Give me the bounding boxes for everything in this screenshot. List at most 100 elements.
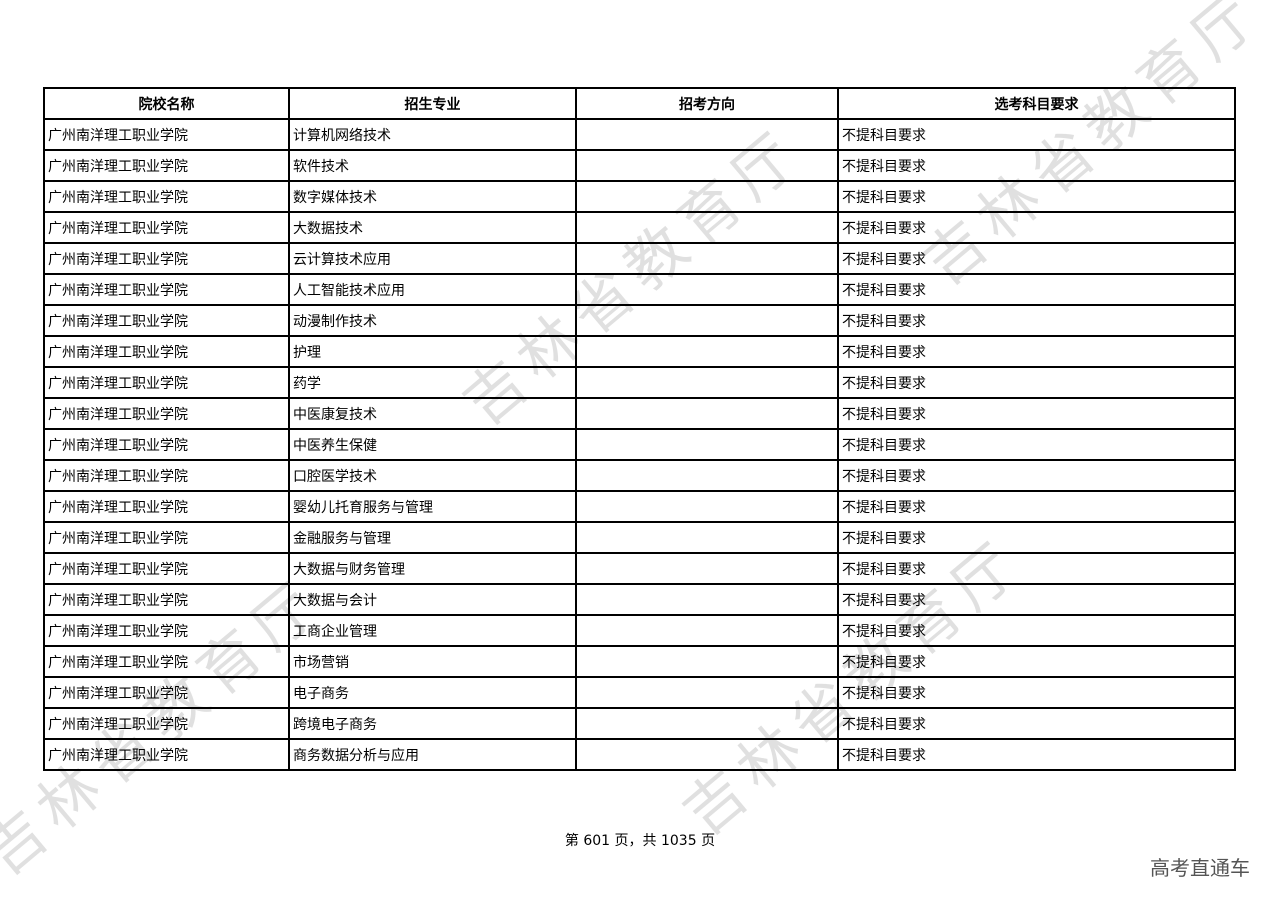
table-row: 广州南洋理工职业学院 人工智能技术应用 不提科目要求 [43, 273, 1236, 306]
table-row: 广州南洋理工职业学院 护理 不提科目要求 [43, 335, 1236, 368]
cell-major: 人工智能技术应用 [288, 273, 577, 306]
cell-direction [575, 335, 839, 368]
cell-major: 药学 [288, 366, 577, 399]
cell-major: 大数据技术 [288, 211, 577, 244]
cell-major: 中医康复技术 [288, 397, 577, 430]
cell-school-name: 广州南洋理工职业学院 [43, 397, 290, 430]
cell-major: 中医养生保健 [288, 428, 577, 461]
admission-table: 院校名称 招生专业 招考方向 选考科目要求 广州南洋理工职业学院 计算机网络技术 不提科目… [43, 87, 1236, 771]
cell-direction [575, 304, 839, 337]
table-row: 广州南洋理工职业学院 金融服务与管理 不提科目要求 [43, 521, 1236, 554]
cell-direction [575, 459, 839, 492]
cell-direction [575, 614, 839, 647]
cell-direction [575, 738, 839, 771]
cell-school-name: 广州南洋理工职业学院 [43, 614, 290, 647]
cell-school-name: 广州南洋理工职业学院 [43, 738, 290, 771]
cell-direction [575, 180, 839, 213]
column-header-direction: 招考方向 [575, 87, 839, 120]
cell-subject-requirement: 不提科目要求 [837, 211, 1236, 244]
cell-subject-requirement: 不提科目要求 [837, 707, 1236, 740]
table-row: 广州南洋理工职业学院 大数据与会计 不提科目要求 [43, 583, 1236, 616]
table-row: 广州南洋理工职业学院 动漫制作技术 不提科目要求 [43, 304, 1236, 337]
cell-direction [575, 118, 839, 151]
table-row: 广州南洋理工职业学院 计算机网络技术 不提科目要求 [43, 118, 1236, 151]
cell-school-name: 广州南洋理工职业学院 [43, 366, 290, 399]
cell-subject-requirement: 不提科目要求 [837, 180, 1236, 213]
cell-major: 动漫制作技术 [288, 304, 577, 337]
cell-subject-requirement: 不提科目要求 [837, 645, 1236, 678]
cell-subject-requirement: 不提科目要求 [837, 273, 1236, 306]
column-header-school-name: 院校名称 [43, 87, 290, 120]
cell-direction [575, 149, 839, 182]
cell-direction [575, 521, 839, 554]
cell-subject-requirement: 不提科目要求 [837, 242, 1236, 275]
cell-school-name: 广州南洋理工职业学院 [43, 428, 290, 461]
cell-subject-requirement: 不提科目要求 [837, 490, 1236, 523]
cell-direction [575, 490, 839, 523]
cell-major: 电子商务 [288, 676, 577, 709]
cell-school-name: 广州南洋理工职业学院 [43, 335, 290, 368]
cell-subject-requirement: 不提科目要求 [837, 459, 1236, 492]
cell-school-name: 广州南洋理工职业学院 [43, 521, 290, 554]
table-row: 广州南洋理工职业学院 药学 不提科目要求 [43, 366, 1236, 399]
cell-major: 口腔医学技术 [288, 459, 577, 492]
cell-school-name: 广州南洋理工职业学院 [43, 149, 290, 182]
cell-school-name: 广州南洋理工职业学院 [43, 552, 290, 585]
cell-subject-requirement: 不提科目要求 [837, 738, 1236, 771]
table-row: 广州南洋理工职业学院 云计算技术应用 不提科目要求 [43, 242, 1236, 275]
cell-direction [575, 397, 839, 430]
table-row: 广州南洋理工职业学院 婴幼儿托育服务与管理 不提科目要求 [43, 490, 1236, 523]
table-row: 广州南洋理工职业学院 工商企业管理 不提科目要求 [43, 614, 1236, 647]
page-number: 第 601 页，共 1035 页 [564, 833, 716, 849]
header-row: 院校名称 招生专业 招考方向 选考科目要求 [43, 87, 1236, 120]
cell-direction [575, 428, 839, 461]
cell-direction [575, 552, 839, 585]
table-row: 广州南洋理工职业学院 数字媒体技术 不提科目要求 [43, 180, 1236, 213]
cell-subject-requirement: 不提科目要求 [837, 149, 1236, 182]
table-row: 广州南洋理工职业学院 商务数据分析与应用 不提科目要求 [43, 738, 1236, 771]
cell-major: 金融服务与管理 [288, 521, 577, 554]
column-header-major: 招生专业 [288, 87, 577, 120]
cell-subject-requirement: 不提科目要求 [837, 304, 1236, 337]
table-row: 广州南洋理工职业学院 软件技术 不提科目要求 [43, 149, 1236, 182]
cell-direction [575, 645, 839, 678]
cell-school-name: 广州南洋理工职业学院 [43, 645, 290, 678]
cell-subject-requirement: 不提科目要求 [837, 521, 1236, 554]
cell-subject-requirement: 不提科目要求 [837, 397, 1236, 430]
cell-direction [575, 366, 839, 399]
cell-school-name: 广州南洋理工职业学院 [43, 180, 290, 213]
cell-school-name: 广州南洋理工职业学院 [43, 304, 290, 337]
table-row: 广州南洋理工职业学院 口腔医学技术 不提科目要求 [43, 459, 1236, 492]
cell-major: 大数据与会计 [288, 583, 577, 616]
cell-direction [575, 273, 839, 306]
cell-direction [575, 211, 839, 244]
cell-major: 商务数据分析与应用 [288, 738, 577, 771]
cell-major: 云计算技术应用 [288, 242, 577, 275]
cell-subject-requirement: 不提科目要求 [837, 583, 1236, 616]
cell-subject-requirement: 不提科目要求 [837, 118, 1236, 151]
table-row: 广州南洋理工职业学院 大数据与财务管理 不提科目要求 [43, 552, 1236, 585]
cell-major: 婴幼儿托育服务与管理 [288, 490, 577, 523]
cell-school-name: 广州南洋理工职业学院 [43, 490, 290, 523]
cell-subject-requirement: 不提科目要求 [837, 428, 1236, 461]
cell-school-name: 广州南洋理工职业学院 [43, 211, 290, 244]
cell-subject-requirement: 不提科目要求 [837, 366, 1236, 399]
cell-school-name: 广州南洋理工职业学院 [43, 118, 290, 151]
cell-major: 软件技术 [288, 149, 577, 182]
table-row: 广州南洋理工职业学院 市场营销 不提科目要求 [43, 645, 1236, 678]
cell-subject-requirement: 不提科目要求 [837, 552, 1236, 585]
cell-direction [575, 676, 839, 709]
cell-major: 护理 [288, 335, 577, 368]
cell-school-name: 广州南洋理工职业学院 [43, 273, 290, 306]
cell-school-name: 广州南洋理工职业学院 [43, 676, 290, 709]
brand-label: 高考直通车 [1150, 856, 1250, 880]
table-row: 广州南洋理工职业学院 中医养生保健 不提科目要求 [43, 428, 1236, 461]
cell-subject-requirement: 不提科目要求 [837, 676, 1236, 709]
cell-school-name: 广州南洋理工职业学院 [43, 707, 290, 740]
table-row: 广州南洋理工职业学院 跨境电子商务 不提科目要求 [43, 707, 1236, 740]
cell-subject-requirement: 不提科目要求 [837, 614, 1236, 647]
column-header-subject-requirement: 选考科目要求 [837, 87, 1236, 120]
cell-direction [575, 583, 839, 616]
cell-direction [575, 707, 839, 740]
cell-major: 市场营销 [288, 645, 577, 678]
